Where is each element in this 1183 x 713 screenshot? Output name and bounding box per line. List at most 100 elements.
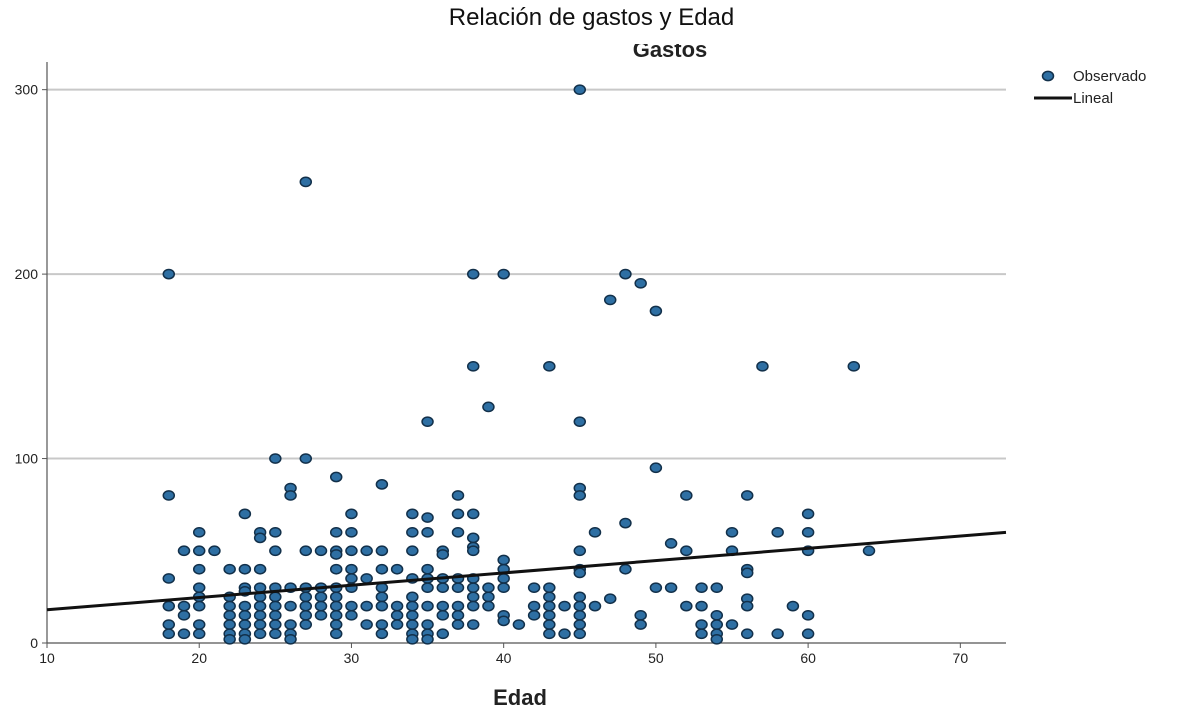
data-point xyxy=(177,609,191,621)
legend-marker-observado xyxy=(1041,70,1055,82)
data-point xyxy=(299,609,313,621)
data-point xyxy=(329,591,343,603)
data-point xyxy=(162,490,176,501)
data-point xyxy=(375,619,389,630)
data-point xyxy=(573,567,587,579)
x-tick-label-20: 20 xyxy=(191,650,207,666)
legend: Observado Lineal xyxy=(1034,68,1146,107)
data-point xyxy=(512,619,526,630)
data-point xyxy=(177,628,191,640)
data-point xyxy=(192,545,206,557)
y-axis: 0 100 200 300 xyxy=(15,62,48,651)
data-point xyxy=(451,619,465,630)
data-point xyxy=(208,545,221,557)
data-point xyxy=(527,609,541,621)
x-tick-label-10: 10 xyxy=(39,650,55,666)
data-point xyxy=(284,490,297,501)
data-point xyxy=(406,508,419,520)
data-point xyxy=(162,619,176,630)
data-point xyxy=(649,582,663,594)
data-point xyxy=(162,600,176,612)
data-point xyxy=(406,619,419,630)
data-point xyxy=(329,549,343,560)
data-point xyxy=(421,600,434,612)
data-point xyxy=(329,619,343,630)
data-point xyxy=(543,360,556,372)
data-point xyxy=(390,563,404,575)
data-point xyxy=(862,545,876,557)
y-tick-label-0: 0 xyxy=(30,635,38,651)
data-point xyxy=(740,567,754,579)
data-point xyxy=(695,582,708,594)
data-point xyxy=(436,600,450,612)
data-point xyxy=(801,628,815,640)
y-tick-label-200: 200 xyxy=(15,266,39,282)
data-point xyxy=(238,619,252,630)
data-point xyxy=(573,591,587,603)
data-point xyxy=(269,545,282,557)
data-point xyxy=(680,545,693,557)
data-point xyxy=(649,305,663,317)
data-point xyxy=(725,526,739,538)
data-point xyxy=(177,600,191,612)
data-point xyxy=(543,609,556,621)
data-point xyxy=(664,538,678,549)
data-point xyxy=(345,563,358,575)
data-point xyxy=(588,526,602,538)
data-point xyxy=(543,591,556,603)
data-point xyxy=(299,453,313,464)
chart-title: Relación de gastos y Edad xyxy=(448,4,735,31)
data-point xyxy=(466,619,480,630)
data-point xyxy=(375,591,389,603)
data-point xyxy=(558,628,571,640)
data-point xyxy=(771,526,784,538)
data-point xyxy=(192,628,206,640)
trend-line xyxy=(46,530,1007,612)
data-point xyxy=(390,619,404,630)
data-point xyxy=(406,591,419,603)
y-tick-label-100: 100 xyxy=(15,451,39,467)
data-point xyxy=(573,490,587,501)
data-point xyxy=(329,526,343,538)
data-point xyxy=(162,268,176,280)
data-point xyxy=(406,545,419,557)
y-tick-label-300: 300 xyxy=(15,82,39,98)
data-point xyxy=(360,619,373,630)
data-point xyxy=(375,479,389,490)
data-point xyxy=(603,593,617,605)
linear-fit-line xyxy=(46,530,1007,612)
data-point xyxy=(619,268,632,280)
data-point xyxy=(329,628,343,640)
data-point xyxy=(360,545,373,557)
data-point xyxy=(299,591,313,603)
data-point xyxy=(436,628,450,640)
chart-subtitle: Gastos xyxy=(633,37,708,62)
data-point xyxy=(497,554,510,566)
data-point xyxy=(710,582,724,594)
data-point xyxy=(573,628,587,640)
data-point xyxy=(223,600,236,612)
data-point xyxy=(269,600,282,612)
data-point xyxy=(725,619,739,630)
data-point xyxy=(543,582,556,594)
data-point xyxy=(588,600,602,612)
data-point xyxy=(421,633,434,645)
data-point xyxy=(421,619,434,630)
data-point xyxy=(269,591,282,603)
data-point xyxy=(695,619,708,630)
data-point xyxy=(543,619,556,630)
data-point xyxy=(284,600,297,612)
data-point xyxy=(497,615,510,627)
data-point xyxy=(482,582,495,594)
data-point xyxy=(634,609,647,621)
data-point xyxy=(284,619,297,630)
data-point xyxy=(299,176,313,188)
data-point xyxy=(299,600,313,612)
data-point xyxy=(329,471,343,483)
data-point xyxy=(482,600,495,612)
data-point xyxy=(497,582,510,594)
data-point xyxy=(406,600,419,612)
data-point xyxy=(329,563,343,575)
data-point xyxy=(345,526,358,538)
data-point xyxy=(238,508,252,520)
